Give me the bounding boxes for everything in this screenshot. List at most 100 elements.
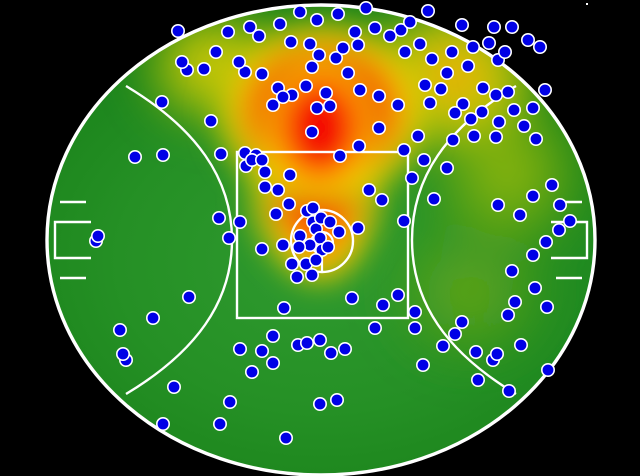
event-point	[540, 362, 555, 377]
event-point	[481, 35, 496, 50]
event-point	[367, 20, 382, 35]
event-point	[352, 83, 367, 98]
event-point	[506, 103, 521, 118]
event-point	[507, 294, 522, 309]
event-point	[305, 201, 320, 216]
event-point	[422, 96, 437, 111]
event-point	[445, 133, 460, 148]
event-point	[291, 240, 306, 255]
event-point	[396, 214, 411, 229]
event-point	[272, 16, 287, 31]
event-point	[91, 229, 106, 244]
event-point	[304, 59, 319, 74]
event-point	[289, 269, 304, 284]
event-point	[268, 207, 283, 222]
event-point	[439, 161, 454, 176]
event-point	[562, 214, 577, 229]
event-point	[275, 238, 290, 253]
event-point	[252, 28, 267, 43]
event-point	[257, 180, 272, 195]
event-point	[329, 392, 344, 407]
event-point	[340, 66, 355, 81]
event-point	[424, 51, 439, 66]
event-point	[393, 22, 408, 37]
event-point	[532, 39, 547, 54]
event-point	[245, 364, 260, 379]
event-point	[337, 341, 352, 356]
hotspot-peak-core	[258, 50, 382, 206]
event-point	[491, 115, 506, 130]
event-point	[500, 85, 515, 100]
event-point	[433, 82, 448, 97]
left-goal-square	[53, 220, 91, 260]
event-point	[454, 314, 469, 329]
event-point	[504, 19, 519, 34]
event-point	[265, 98, 280, 113]
event-point	[155, 95, 170, 110]
event-point	[265, 328, 280, 343]
event-point	[455, 97, 470, 112]
event-point	[330, 7, 345, 21]
event-point	[322, 99, 337, 114]
event-point	[270, 183, 285, 198]
event-point	[175, 54, 190, 69]
event-point	[407, 320, 422, 335]
event-point	[475, 81, 490, 96]
event-point	[504, 263, 519, 278]
event-point	[213, 416, 228, 431]
event-point	[465, 39, 480, 54]
event-point	[128, 150, 143, 165]
event-point	[551, 223, 566, 238]
event-point	[447, 326, 462, 341]
event-point	[447, 106, 462, 121]
event-point	[470, 372, 485, 387]
event-point	[223, 394, 238, 409]
event-point	[488, 88, 503, 103]
event-point	[182, 289, 197, 304]
event-point	[233, 341, 248, 356]
event-point	[204, 114, 219, 129]
event-point	[488, 130, 503, 145]
event-point	[474, 105, 489, 120]
event-point	[332, 149, 347, 164]
event-point	[537, 83, 552, 98]
event-point	[486, 19, 501, 34]
event-point	[404, 171, 419, 186]
event-point	[396, 143, 411, 158]
event-point	[552, 198, 567, 213]
event-point	[197, 61, 212, 76]
event-point	[497, 44, 512, 59]
event-point	[282, 168, 297, 183]
event-point	[371, 89, 386, 104]
event-point	[439, 66, 454, 81]
event-point	[544, 178, 559, 193]
event-point	[302, 36, 317, 51]
event-point	[512, 208, 527, 223]
event-point	[371, 121, 386, 136]
event-point	[328, 50, 343, 65]
event-point	[527, 280, 542, 295]
corner-speck	[586, 3, 588, 5]
event-point	[520, 32, 535, 47]
event-point	[528, 132, 543, 147]
event-point	[322, 215, 337, 230]
event-point	[318, 86, 333, 101]
event-point	[444, 44, 459, 59]
event-point	[171, 23, 186, 38]
event-point	[222, 231, 237, 246]
event-point	[276, 300, 291, 315]
event-point	[525, 189, 540, 204]
event-point	[410, 129, 425, 144]
event-point	[390, 287, 405, 302]
event-point	[420, 4, 435, 18]
event-point	[490, 198, 505, 213]
event-point	[460, 58, 475, 73]
boundary-line	[45, 3, 597, 476]
event-point	[281, 197, 296, 212]
event-point	[283, 34, 298, 49]
event-point	[311, 47, 326, 62]
event-point	[255, 242, 270, 257]
event-point	[309, 13, 324, 27]
event-point	[156, 148, 171, 163]
